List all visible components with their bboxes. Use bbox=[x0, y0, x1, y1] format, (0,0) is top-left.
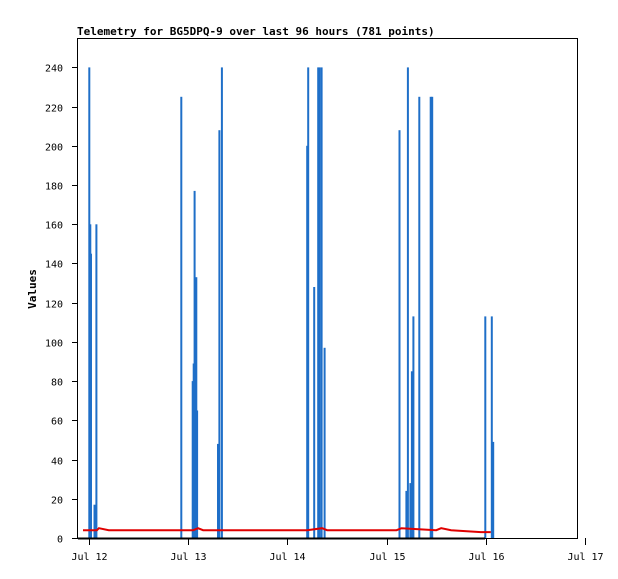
y-tick-label: 180 bbox=[45, 182, 63, 193]
x-tick-label: Jul 13 bbox=[170, 552, 206, 563]
y-tick-label: 160 bbox=[45, 221, 63, 232]
telemetry-bar bbox=[90, 253, 92, 538]
telemetry-bar bbox=[307, 67, 310, 539]
telemetry-bar bbox=[398, 130, 401, 538]
y-tick-label: 240 bbox=[45, 64, 63, 75]
y-tick-label: 120 bbox=[45, 300, 63, 311]
y-tick-label: 0 bbox=[57, 535, 63, 546]
y-tick-label: 60 bbox=[51, 417, 63, 428]
telemetry-bar bbox=[406, 67, 409, 539]
telemetry-bar bbox=[431, 96, 434, 539]
telemetry-bar bbox=[317, 67, 320, 539]
x-tick-label: Jul 16 bbox=[468, 552, 504, 563]
telemetry-bar bbox=[490, 316, 493, 538]
telemetry-bar bbox=[220, 67, 223, 539]
telemetry-bar bbox=[318, 67, 321, 539]
x-tick-label: Jul 15 bbox=[369, 552, 405, 563]
y-tick-label: 140 bbox=[45, 260, 63, 271]
telemetry-bar bbox=[313, 287, 316, 538]
telemetry-bar bbox=[196, 410, 199, 538]
x-tick-label: Jul 12 bbox=[71, 552, 107, 563]
telemetry-bar bbox=[95, 224, 98, 539]
telemetry-bar bbox=[405, 490, 408, 538]
telemetry-bar bbox=[218, 130, 221, 538]
y-tick-label: 20 bbox=[51, 496, 63, 507]
telemetry-bar bbox=[93, 504, 96, 538]
y-tick-label: 80 bbox=[51, 378, 63, 389]
chart-title: Telemetry for BG5DPQ-9 over last 96 hour… bbox=[77, 25, 435, 38]
telemetry-bar bbox=[193, 190, 196, 538]
y-tick-label: 100 bbox=[45, 339, 63, 350]
x-tick-label: Jul 17 bbox=[567, 552, 603, 563]
x-axis: Jul 12 Jul 13 Jul 14 Jul 15 Jul 16 Jul 17 bbox=[71, 538, 604, 563]
telemetry-line bbox=[83, 527, 491, 534]
y-tick-label: 220 bbox=[45, 104, 63, 115]
telemetry-bar bbox=[323, 347, 326, 538]
telemetry-bar bbox=[217, 443, 219, 538]
y-tick-label: 200 bbox=[45, 143, 63, 154]
telemetry-bar bbox=[429, 96, 432, 539]
telemetry-bar bbox=[418, 96, 421, 539]
y-tick-label: 40 bbox=[51, 457, 63, 468]
telemetry-bar bbox=[320, 67, 323, 539]
telemetry-bar bbox=[410, 371, 413, 538]
y-axis: 0 20 40 60 80 100 120 140 160 180 200 220 240 bbox=[45, 64, 78, 546]
line-series bbox=[83, 527, 491, 534]
x-tick-label: Jul 14 bbox=[269, 552, 305, 563]
telemetry-bar bbox=[180, 96, 183, 539]
telemetry-bar bbox=[492, 441, 495, 538]
y-axis-label: Values bbox=[26, 269, 39, 309]
plot-frame bbox=[77, 38, 578, 539]
bar-series bbox=[88, 67, 495, 539]
telemetry-bar bbox=[484, 316, 487, 538]
telemetry-bar bbox=[409, 483, 412, 538]
telemetry-bar bbox=[412, 316, 415, 538]
telemetry-bar bbox=[195, 277, 198, 538]
